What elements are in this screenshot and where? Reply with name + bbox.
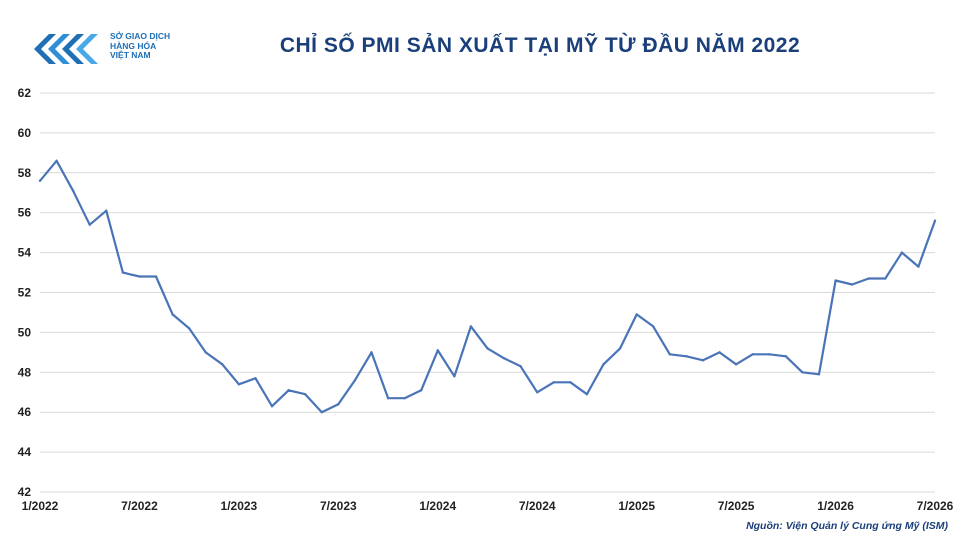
- data-point: [718, 351, 721, 354]
- x-tick-label: 1/2022: [22, 499, 59, 513]
- y-tick-label: 48: [18, 365, 32, 379]
- data-point: [337, 403, 340, 406]
- grid-lines: [40, 92, 935, 493]
- y-tick-label: 42: [18, 485, 32, 499]
- y-tick-label: 56: [18, 206, 32, 220]
- data-point: [187, 327, 191, 330]
- y-tick-label: 54: [18, 246, 32, 260]
- data-point: [403, 397, 406, 400]
- data-point: [38, 179, 42, 182]
- data-point: [618, 347, 622, 350]
- data-point: [817, 373, 821, 376]
- data-point: [420, 389, 423, 392]
- data-point: [685, 355, 688, 358]
- data-point: [71, 189, 75, 192]
- x-tick-label: 7/2026: [917, 499, 954, 513]
- data-point: [536, 391, 539, 394]
- data-point: [55, 159, 58, 163]
- data-point: [270, 405, 274, 408]
- y-tick-label: 60: [18, 126, 32, 140]
- x-tick-label: 7/2023: [320, 499, 357, 513]
- data-point: [353, 379, 357, 382]
- x-tick-label: 1/2024: [419, 499, 456, 513]
- x-tick-label: 1/2026: [817, 499, 854, 513]
- data-point: [933, 219, 937, 222]
- data-point: [867, 277, 870, 280]
- mxv-logo-icon: [34, 34, 98, 64]
- series-line: [39, 159, 937, 414]
- data-point: [917, 265, 920, 268]
- logo-line-2: HÀNG HÓA: [110, 40, 157, 51]
- data-point: [668, 353, 672, 356]
- data-point: [569, 381, 572, 384]
- data-point: [171, 313, 174, 316]
- data-point: [486, 347, 489, 350]
- data-point: [154, 275, 158, 278]
- data-point: [105, 209, 108, 212]
- data-point: [204, 351, 207, 354]
- y-tick-label: 58: [18, 166, 32, 180]
- data-point: [701, 359, 705, 362]
- data-point: [386, 397, 390, 400]
- y-tick-label: 50: [18, 325, 32, 339]
- data-point: [734, 363, 738, 366]
- y-tick-label: 46: [18, 405, 32, 419]
- data-point: [370, 351, 373, 354]
- x-tick-label: 1/2023: [221, 499, 258, 513]
- data-point: [320, 411, 323, 414]
- data-point: [751, 353, 754, 356]
- data-point: [469, 325, 473, 328]
- data-point: [585, 393, 589, 396]
- data-point: [768, 353, 771, 356]
- data-point: [88, 223, 91, 226]
- data-point: [502, 357, 506, 360]
- data-point: [436, 349, 439, 352]
- x-tick-label: 7/2022: [121, 499, 158, 513]
- y-tick-label: 44: [18, 445, 32, 459]
- data-point: [254, 377, 257, 380]
- data-point: [850, 283, 854, 286]
- data-point: [303, 393, 307, 396]
- y-axis-ticks: 42 44 46 48 50 52 54 56 58 60 62: [18, 86, 32, 499]
- logo-line-3: VIỆT NAM: [110, 50, 151, 60]
- logo: SỞ GIAO DỊCH HÀNG HÓA VIỆT NAM: [32, 30, 182, 70]
- data-point: [121, 271, 125, 274]
- logo-text: SỞ GIAO DỊCH HÀNG HÓA VIỆT NAM: [110, 31, 171, 61]
- logo-line-1: SỞ GIAO DỊCH: [110, 31, 171, 41]
- data-point: [221, 363, 224, 366]
- data-point: [237, 383, 241, 386]
- data-point: [801, 371, 804, 374]
- data-point: [602, 363, 605, 366]
- x-axis-ticks: 1/2022 7/2022 1/2023 7/2023 1/2024 7/2024 1/20…: [22, 499, 954, 513]
- x-tick-label: 1/2025: [618, 499, 655, 513]
- data-point: [635, 313, 638, 316]
- data-point: [884, 277, 887, 280]
- data-point: [900, 251, 904, 254]
- y-tick-label: 52: [18, 286, 32, 300]
- data-point: [552, 381, 555, 384]
- data-point: [652, 325, 655, 328]
- source-note: Nguồn: Viện Quản lý Cung ứng Mỹ (ISM): [746, 520, 948, 532]
- x-tick-label: 7/2024: [519, 499, 556, 513]
- data-point: [784, 355, 788, 358]
- series-group: [38, 159, 937, 414]
- y-tick-label: 62: [18, 86, 32, 100]
- data-point: [453, 375, 456, 378]
- chart-title: CHỈ SỐ PMI SẢN XUẤT TẠI MỸ TỪ ĐẦU NĂM 20…: [279, 34, 801, 57]
- data-point: [138, 275, 141, 278]
- data-point: [519, 365, 522, 368]
- data-point: [287, 389, 290, 392]
- x-tick-label: 7/2025: [718, 499, 755, 513]
- data-point: [834, 279, 837, 282]
